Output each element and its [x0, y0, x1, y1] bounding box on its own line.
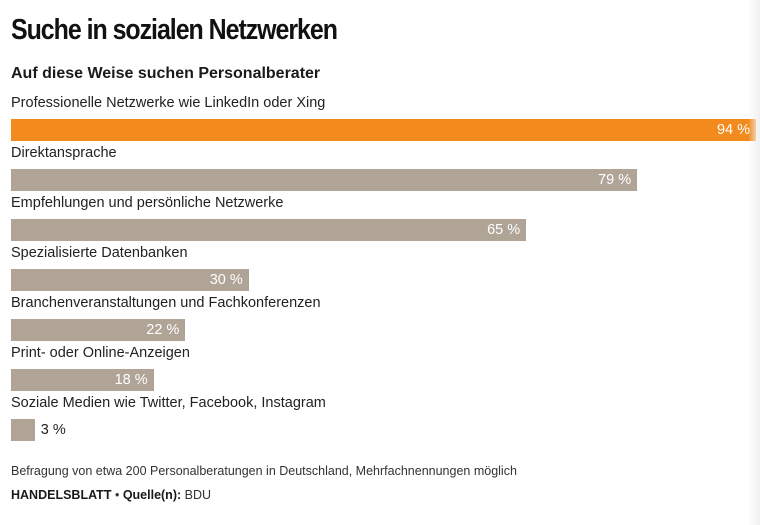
publisher-name: HANDELSBLATT	[11, 488, 112, 502]
source-value: BDU	[184, 488, 212, 502]
category-label: Empfehlungen und persönliche Netzwerke	[11, 195, 284, 211]
value-label: 3 %	[40, 422, 66, 438]
bar	[11, 119, 756, 141]
category-label: Soziale Medien wie Twitter, Facebook, In…	[11, 395, 326, 411]
source-separator: •	[114, 488, 120, 502]
category-label: Direktansprache	[11, 145, 117, 161]
bar	[11, 219, 527, 241]
chart-subtitle: Auf diese Weise suchen Personalberater	[11, 65, 321, 82]
bar	[11, 319, 186, 341]
bar	[11, 369, 154, 391]
value-label: 79 %	[598, 172, 632, 188]
category-label: Spezialisierte Datenbanken	[11, 245, 188, 261]
source-line: HANDELSBLATT • Quelle(n): BDU	[11, 488, 211, 502]
survey-note: Befragung von etwa 200 Personalberatunge…	[11, 464, 517, 478]
value-label: 22 %	[146, 322, 180, 338]
source-label: Quelle(n):	[122, 488, 182, 502]
value-label: 65 %	[487, 222, 521, 238]
bar	[11, 419, 35, 441]
category-label: Print- oder Online-Anzeigen	[11, 345, 190, 361]
category-label: Professionelle Netzwerke wie LinkedIn od…	[11, 95, 326, 111]
category-label: Branchenveranstaltungen und Fachkonferen…	[11, 295, 321, 311]
chart-title: Suche in sozialen Netzwerken	[11, 14, 338, 46]
bar	[11, 269, 249, 291]
value-label: 30 %	[209, 272, 243, 288]
value-label: 18 %	[114, 372, 148, 388]
bar	[11, 169, 638, 191]
value-label: 94 %	[716, 122, 750, 138]
edge-shadow	[748, 0, 760, 525]
